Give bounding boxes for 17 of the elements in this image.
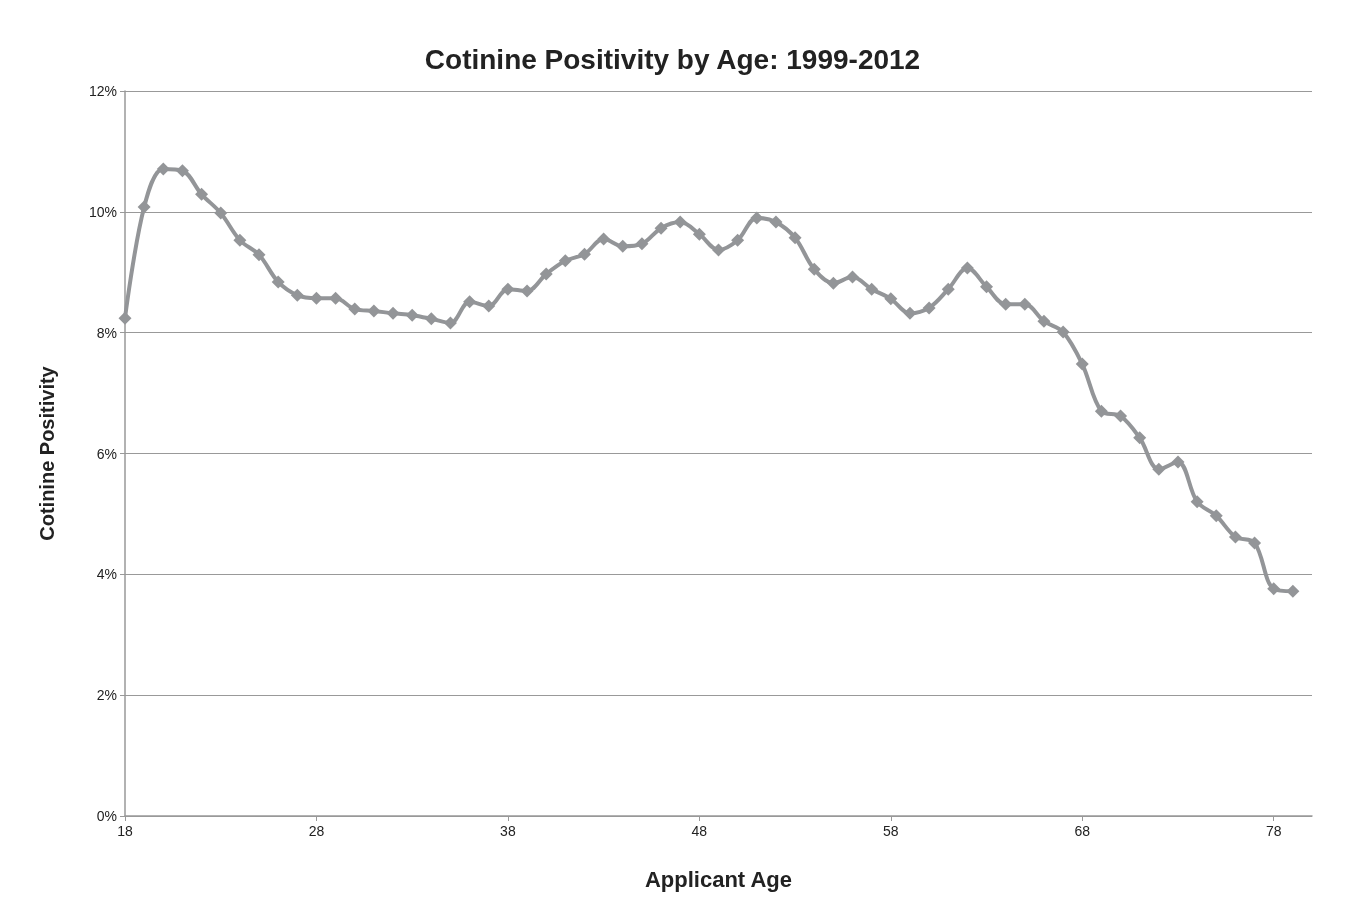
y-tick-label: 12% xyxy=(88,83,117,99)
x-tick-label: 48 xyxy=(691,823,708,839)
x-axis-title: Applicant Age xyxy=(644,866,793,892)
y-tick-label: 8% xyxy=(96,324,117,341)
y-axis-title: Cotinine Positivity xyxy=(36,365,58,541)
y-tick-label: 2% xyxy=(96,687,117,704)
y-tick-label: 4% xyxy=(96,566,117,583)
chart-title: Cotinine Positivity by Age: 1999-2012 xyxy=(424,43,921,75)
x-tick-label: 28 xyxy=(308,823,325,839)
y-tick-label: 0% xyxy=(96,808,117,824)
x-tick-label: 18 xyxy=(117,823,133,839)
x-tick-label: 58 xyxy=(883,823,899,839)
y-tick-label: 6% xyxy=(96,445,117,462)
x-tick-label: 38 xyxy=(500,823,516,839)
y-tick-label: 10% xyxy=(88,203,117,220)
x-tick-label: 68 xyxy=(1074,823,1091,839)
x-tick-label: 78 xyxy=(1265,823,1282,839)
